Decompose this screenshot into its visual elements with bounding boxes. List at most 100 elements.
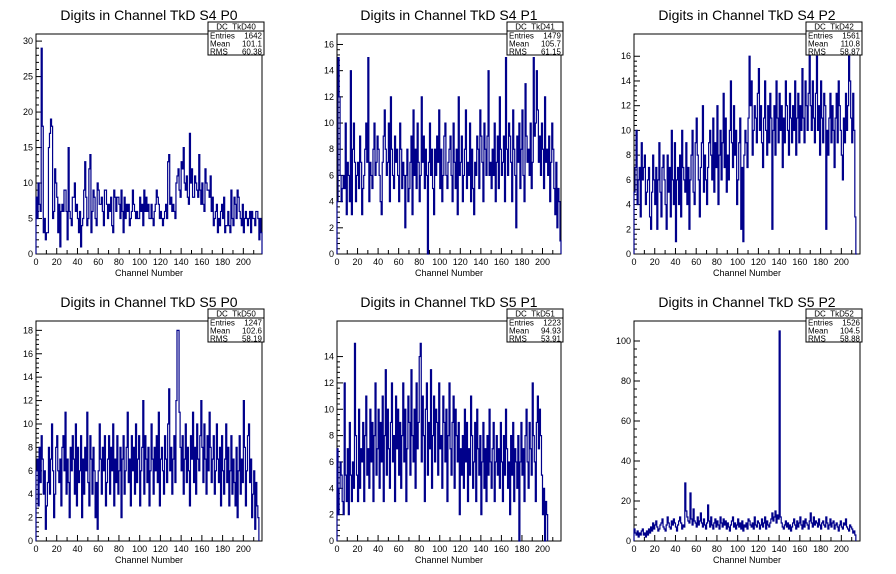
stats-name: DC_TkD50	[216, 310, 256, 319]
x-tick-label: 60	[394, 544, 404, 554]
histogram-panel: Digits in Channel TkD S5 P00 20 40 60 80 100 1…	[23, 294, 265, 565]
y-tick-label: 8	[329, 431, 334, 441]
x-tick-label: 160	[792, 544, 807, 554]
x-tick-label: 60	[691, 257, 701, 267]
y-tick-label: 25	[23, 72, 33, 82]
y-tick-label: 20	[23, 107, 33, 117]
y-tick-label: 2	[28, 513, 33, 523]
stats-label: RMS	[210, 48, 228, 57]
stats-entries: 1642	[244, 32, 262, 41]
x-tick-label: 100	[132, 544, 147, 554]
x-tick-label: 180	[215, 544, 230, 554]
y-tick-label: 0	[626, 249, 631, 259]
y-tick-label: 4	[329, 483, 334, 493]
stats-box	[805, 21, 863, 56]
stats-label: Entries	[210, 319, 235, 328]
x-tick-label: 20	[650, 257, 660, 267]
y-tick-label: 8	[329, 144, 334, 154]
y-tick-label: 12	[23, 396, 33, 406]
y-tick-label: 12	[324, 92, 334, 102]
y-tick-label: 2	[626, 224, 631, 234]
x-tick-label: 160	[494, 544, 509, 554]
histogram-series	[336, 56, 562, 255]
y-tick-label: 10	[621, 125, 631, 135]
x-tick-label: 140	[174, 257, 189, 267]
x-tick-label: 60	[394, 257, 404, 267]
x-tick-label: 40	[72, 257, 82, 267]
y-tick-label: 20	[621, 496, 631, 506]
x-tick-label: 20	[650, 544, 660, 554]
x-tick-label: 20	[52, 257, 62, 267]
stats-rms: 58.87	[840, 48, 861, 57]
stats-entries: 1223	[543, 319, 561, 328]
y-tick-label: 6	[626, 175, 631, 185]
y-tick-label: 2	[329, 510, 334, 520]
plot-frame	[336, 320, 562, 542]
x-tick-label: 200	[535, 544, 550, 554]
histogram-panel: Digits in Channel TkD S5 P10 20 40 60 80 100 1…	[324, 294, 564, 565]
x-tick-label: 80	[414, 544, 424, 554]
stats-entries: 1479	[543, 32, 561, 41]
histogram-series	[35, 329, 260, 541]
x-tick-label: 80	[114, 257, 124, 267]
x-tick-label: 40	[670, 257, 680, 267]
x-tick-label: 120	[453, 257, 468, 267]
chart-title: Digits in Channel TkD S4 P2	[658, 7, 835, 23]
y-tick-label: 30	[23, 36, 33, 46]
stats-label: Mean	[210, 40, 230, 49]
x-tick-label: 100	[730, 544, 745, 554]
x-tick-label: 160	[194, 544, 209, 554]
stats-label: Mean	[509, 40, 529, 49]
stats-rms: 58.88	[840, 335, 861, 344]
y-tick-label: 80	[621, 376, 631, 386]
stats-entries: 1526	[842, 319, 860, 328]
x-tick-label: 0	[631, 544, 636, 554]
stats-entries: 1247	[244, 319, 262, 328]
y-tick-label: 10	[324, 118, 334, 128]
stats-rms: 61.15	[541, 48, 562, 57]
x-tick-label: 180	[813, 257, 828, 267]
x-axis-label: Channel Number	[713, 268, 781, 278]
x-tick-label: 20	[353, 257, 363, 267]
x-tick-label: 180	[215, 257, 230, 267]
stats-mean: 110.8	[841, 40, 861, 49]
stats-box	[207, 308, 265, 343]
stats-label: Mean	[210, 327, 230, 336]
chart-title: Digits in Channel TkD S5 P0	[60, 294, 237, 310]
y-tick-label: 4	[28, 489, 33, 499]
y-tick-label: 10	[23, 419, 33, 429]
stats-label: Entries	[808, 319, 833, 328]
stats-label: RMS	[210, 335, 228, 344]
x-tick-label: 100	[432, 257, 447, 267]
x-tick-label: 180	[514, 544, 529, 554]
x-tick-label: 80	[712, 544, 722, 554]
x-tick-label: 140	[473, 544, 488, 554]
x-tick-label: 40	[670, 544, 680, 554]
stats-mean: 94.93	[541, 327, 562, 336]
y-tick-label: 12	[324, 378, 334, 388]
stats-label: Mean	[509, 327, 529, 336]
histogram-panel: Digits in Channel TkD S5 P2 0 20 40 60 80 100 1…	[616, 294, 863, 565]
chart-title: Digits in Channel TkD S4 P0	[60, 7, 237, 23]
y-tick-label: 15	[23, 143, 33, 153]
y-tick-label: 6	[329, 170, 334, 180]
x-tick-label: 60	[691, 544, 701, 554]
stats-mean: 105.7	[541, 40, 562, 49]
histogram-panel: Digits in Channel TkD S4 P00 20 40 60 80 100 1…	[23, 7, 265, 278]
stats-label: Entries	[210, 32, 235, 41]
stats-label: RMS	[509, 48, 527, 57]
stats-rms: 58.19	[242, 335, 263, 344]
x-tick-label: 80	[414, 257, 424, 267]
stats-label: Entries	[509, 32, 534, 41]
stats-label: RMS	[509, 335, 527, 344]
y-tick-label: 6	[329, 457, 334, 467]
plot-frame	[633, 33, 861, 255]
y-tick-label: 14	[23, 372, 33, 382]
stats-box	[506, 21, 564, 56]
y-tick-label: 14	[324, 66, 334, 76]
y-tick-label: 8	[28, 442, 33, 452]
stats-rms: 53.91	[541, 335, 562, 344]
stats-label: RMS	[808, 48, 826, 57]
x-axis-label: Channel Number	[415, 268, 483, 278]
